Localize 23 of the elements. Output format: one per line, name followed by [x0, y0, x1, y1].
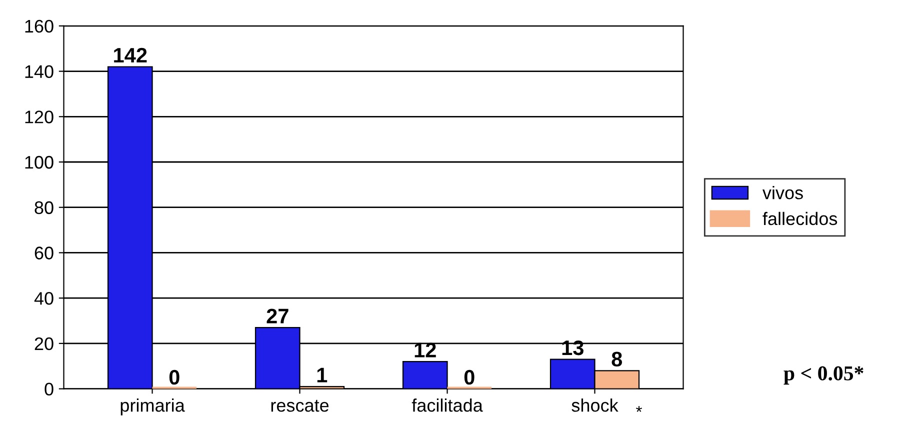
y-tick-label: 40	[34, 292, 54, 305]
y-tick-label: 100	[25, 156, 54, 169]
x-tick-label: shock	[572, 398, 618, 412]
annotation: *	[636, 406, 642, 412]
data-label: 8	[612, 352, 622, 367]
x-tick-label: primaria	[120, 398, 185, 416]
y-tick-label: 20	[34, 337, 54, 350]
legend-label: fallecidos	[762, 212, 838, 226]
data-label: 27	[266, 308, 288, 324]
y-tick-label: 140	[25, 65, 54, 78]
y-tick-label: 60	[34, 246, 54, 260]
data-label: 1	[317, 368, 328, 382]
data-label: 0	[169, 370, 180, 385]
text: p < 0.05*	[784, 366, 864, 385]
legend-label: vivos	[762, 186, 803, 200]
y-tick-label: 80	[34, 201, 54, 214]
y-tick-label: 120	[25, 110, 54, 124]
data-label: 142	[114, 48, 147, 62]
y-tick-label: 0	[44, 382, 54, 396]
x-tick-label: facilitada	[412, 398, 483, 412]
data-label: 0	[464, 370, 474, 385]
y-tick-label: 160	[25, 20, 54, 33]
x-tick-label: rescate	[271, 400, 329, 412]
